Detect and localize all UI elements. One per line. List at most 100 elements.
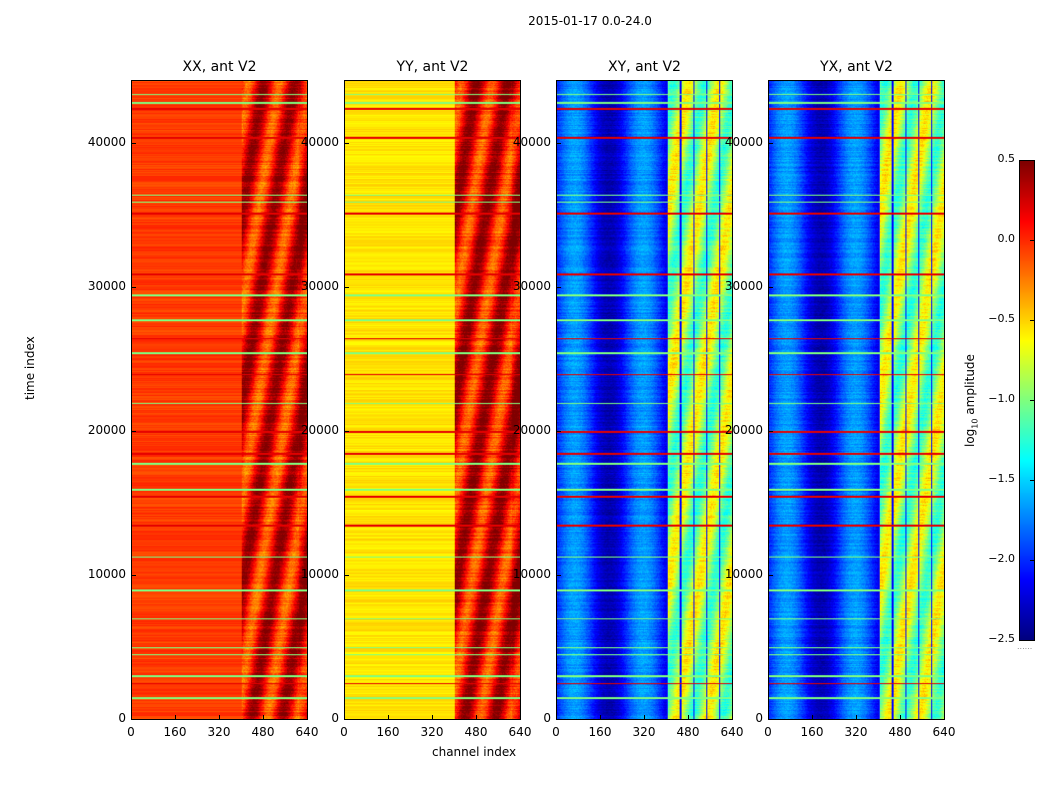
y-tick-label: 20000 xyxy=(87,423,126,438)
y-tick-mark xyxy=(132,719,136,720)
y-tick-label: 0 xyxy=(543,711,551,725)
x-tick-mark xyxy=(688,715,689,719)
y-tick-mark xyxy=(557,575,561,577)
y-tick-mark xyxy=(345,287,349,289)
colorbar-extension-dots: ...... xyxy=(1017,642,1033,651)
figure-title: 2015-01-17 0.0-24.0 xyxy=(528,14,652,28)
y-tick-mark xyxy=(132,287,136,289)
x-tick-mark xyxy=(344,715,345,719)
colorbar-tick-mark xyxy=(1030,160,1034,161)
y-tick-label: 40000 xyxy=(724,135,763,150)
y-tick-mark xyxy=(345,143,349,145)
x-tick-mark xyxy=(520,715,521,719)
x-tick-mark xyxy=(812,715,813,719)
x-tick-mark xyxy=(175,715,176,719)
x-tick-label: 0 xyxy=(764,725,772,739)
y-tick-mark xyxy=(769,575,773,577)
y-tick-label: 30000 xyxy=(724,279,763,294)
y-tick-mark xyxy=(132,143,136,145)
y-tick-mark xyxy=(769,143,773,145)
colorbar xyxy=(1019,160,1035,641)
x-tick-label: 480 xyxy=(251,725,275,739)
x-tick-mark xyxy=(856,715,857,719)
y-tick-label: 10000 xyxy=(512,567,551,582)
y-tick-label: 10000 xyxy=(87,567,126,582)
panel-title: YX, ant V2 xyxy=(820,59,893,75)
y-tick-label: 40000 xyxy=(512,135,551,150)
colorbar-tick-mark xyxy=(1030,400,1034,401)
heatmap-0 xyxy=(131,80,308,720)
colorbar-label-rest: amplitude xyxy=(963,354,977,419)
y-tick-label: 40000 xyxy=(300,135,339,150)
y-tick-label: 20000 xyxy=(724,423,763,438)
x-tick-label: 640 xyxy=(932,725,956,739)
x-tick-mark xyxy=(600,715,601,719)
x-tick-mark xyxy=(307,715,308,719)
x-tick-label: 640 xyxy=(295,725,319,739)
y-tick-label: 30000 xyxy=(87,279,126,294)
x-tick-label: 480 xyxy=(464,725,488,739)
x-tick-label: 640 xyxy=(508,725,532,739)
x-tick-mark xyxy=(388,715,389,719)
x-tick-label: 0 xyxy=(552,725,560,739)
x-tick-label: 0 xyxy=(127,725,135,739)
y-tick-mark xyxy=(557,143,561,145)
y-tick-mark xyxy=(345,431,349,433)
y-tick-label: 0 xyxy=(118,711,126,725)
heatmap-3 xyxy=(768,80,945,720)
x-tick-mark xyxy=(900,715,901,719)
x-tick-label: 160 xyxy=(163,725,187,739)
x-tick-mark xyxy=(556,715,557,719)
x-tick-label: 160 xyxy=(588,725,612,739)
colorbar-label: log10 amplitude xyxy=(963,354,979,447)
y-tick-mark xyxy=(769,287,773,289)
x-tick-mark xyxy=(219,715,220,719)
panel-title: YY, ant V2 xyxy=(396,59,469,75)
colorbar-tick-label: 0.5 xyxy=(997,152,1016,165)
y-tick-label: 0 xyxy=(755,711,763,725)
x-tick-mark xyxy=(263,715,264,719)
x-tick-label: 320 xyxy=(632,725,656,739)
x-tick-mark xyxy=(432,715,433,719)
x-axis-label: channel index xyxy=(432,745,517,759)
colorbar-tick-label: −1.0 xyxy=(988,392,1015,405)
colorbar-tick-label: −2.5 xyxy=(988,632,1015,645)
y-tick-mark xyxy=(769,431,773,433)
y-tick-label: 10000 xyxy=(300,567,339,582)
y-tick-mark xyxy=(132,431,136,433)
x-tick-mark xyxy=(644,715,645,719)
colorbar-tick-mark xyxy=(1030,640,1034,641)
colorbar-tick-mark xyxy=(1030,560,1034,561)
colorbar-tick-mark xyxy=(1030,480,1034,481)
x-tick-label: 0 xyxy=(340,725,348,739)
y-axis-label: time index xyxy=(23,336,37,400)
y-tick-mark xyxy=(557,287,561,289)
y-tick-mark xyxy=(345,719,349,720)
x-tick-mark xyxy=(944,715,945,719)
panel-title: XY, ant V2 xyxy=(608,59,681,75)
x-tick-label: 320 xyxy=(420,725,444,739)
y-tick-label: 30000 xyxy=(300,279,339,294)
y-tick-mark xyxy=(132,575,136,577)
x-tick-mark xyxy=(131,715,132,719)
x-tick-mark xyxy=(476,715,477,719)
heatmap-1 xyxy=(344,80,521,720)
x-tick-label: 160 xyxy=(800,725,824,739)
y-tick-label: 40000 xyxy=(87,135,126,150)
colorbar-tick-label: −1.5 xyxy=(988,472,1015,485)
colorbar-tick-label: −2.0 xyxy=(988,552,1015,565)
x-tick-label: 160 xyxy=(376,725,400,739)
colorbar-tick-label: −0.5 xyxy=(988,312,1015,325)
x-tick-label: 480 xyxy=(676,725,700,739)
heatmap-2 xyxy=(556,80,733,720)
y-tick-label: 20000 xyxy=(512,423,551,438)
colorbar-tick-label: 0.0 xyxy=(997,232,1016,245)
colorbar-tick-mark xyxy=(1030,320,1034,321)
x-tick-label: 640 xyxy=(720,725,744,739)
colorbar-tick-mark xyxy=(1030,240,1034,241)
y-tick-mark xyxy=(557,431,561,433)
y-tick-label: 20000 xyxy=(300,423,339,438)
colorbar-label-base: log xyxy=(963,428,977,447)
x-tick-label: 320 xyxy=(207,725,231,739)
y-tick-mark xyxy=(345,575,349,577)
